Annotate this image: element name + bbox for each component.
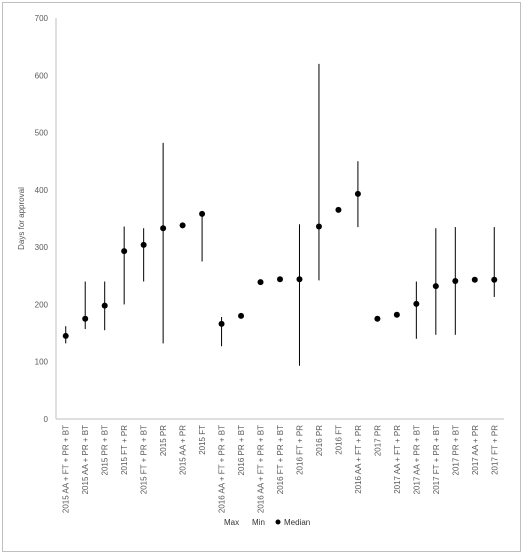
plot-area xyxy=(62,63,498,366)
x-tick-label: 2016 PR xyxy=(315,425,324,456)
x-tick-label: 2017 AA + PR + BT xyxy=(412,425,421,494)
x-tick-label: 2015 FT xyxy=(198,425,207,455)
y-tick-label: 500 xyxy=(35,129,49,138)
y-tick-label: 0 xyxy=(44,415,49,424)
median-point xyxy=(238,312,245,319)
median-point xyxy=(277,276,283,283)
median-point xyxy=(393,311,400,318)
median-point xyxy=(452,277,459,284)
median-point xyxy=(160,225,167,232)
y-tick-label: 700 xyxy=(35,14,49,23)
x-tick-label: 2016 AA + FT + PR xyxy=(354,425,363,494)
median-point xyxy=(413,300,420,307)
median-point xyxy=(315,223,322,230)
chart-frame xyxy=(2,2,521,552)
y-axis: 0 100 200 300 400 500 600 700 xyxy=(35,14,57,424)
x-tick-label: 2015 PR xyxy=(159,425,168,456)
median-point xyxy=(335,206,342,213)
x-tick-label: 2016 AA + FT + PR + BT xyxy=(218,425,227,513)
x-tick-label: 2017 PR xyxy=(373,425,382,456)
median-point xyxy=(491,276,498,283)
x-tick-label: 2016 AA + FT + PR + BT xyxy=(257,425,266,513)
median-point xyxy=(121,248,128,255)
legend-median-marker xyxy=(275,519,281,525)
median-point xyxy=(179,222,186,229)
x-tick-label: 2016 PR + BT xyxy=(237,425,246,476)
median-point xyxy=(471,276,478,283)
median-point xyxy=(374,315,381,322)
median-point xyxy=(354,190,361,197)
x-tick-label: 2017 AA + FT + PR xyxy=(393,425,402,494)
x-tick-label: 2016 FT xyxy=(334,425,343,455)
y-tick-label: 300 xyxy=(35,243,49,252)
median-point xyxy=(101,302,108,309)
x-tick-label: 2016 FT + PR xyxy=(295,425,304,475)
x-tick-label: 2016 FT + PR + BT xyxy=(276,425,285,494)
median-point xyxy=(199,210,206,217)
x-tick-label: 2015 FT + PR + BT xyxy=(140,425,149,494)
x-tick-label: 2017 AA + PR xyxy=(471,425,480,475)
y-axis-title: Days for approval xyxy=(17,187,26,250)
x-tick-label: 2015 PR + BT xyxy=(101,425,110,476)
median-point xyxy=(140,241,147,248)
x-tick-label: 2015 AA + PR xyxy=(179,425,188,475)
median-point xyxy=(296,276,303,283)
x-tick-label: 2015 AA + PR + BT xyxy=(81,425,90,494)
median-point xyxy=(432,283,439,290)
y-tick-label: 100 xyxy=(35,358,49,367)
y-tick-label: 600 xyxy=(35,71,49,80)
median-point xyxy=(218,320,225,327)
median-point xyxy=(257,279,264,286)
x-tick-label: 2015 AA + FT + PR + BT xyxy=(62,425,71,513)
y-tick-label: 400 xyxy=(35,186,49,195)
legend: Max Min Median xyxy=(224,518,310,527)
legend-item-median: Median xyxy=(284,518,310,527)
median-point xyxy=(62,332,69,339)
y-tick-label: 200 xyxy=(35,300,49,309)
legend-item-min: Min xyxy=(252,518,265,527)
x-tick-label: 2017 FT + PR xyxy=(490,425,499,475)
x-tick-label: 2017 PR + BT xyxy=(451,425,460,476)
median-point xyxy=(82,315,89,322)
legend-item-max: Max xyxy=(224,518,239,527)
x-tick-label: 2017 FT + PR + BT xyxy=(432,425,441,494)
x-axis: 2015 AA + FT + PR + BT 2015 AA + PR + BT 2… xyxy=(56,418,504,513)
x-tick-label: 2015 FT + PR xyxy=(120,425,129,475)
